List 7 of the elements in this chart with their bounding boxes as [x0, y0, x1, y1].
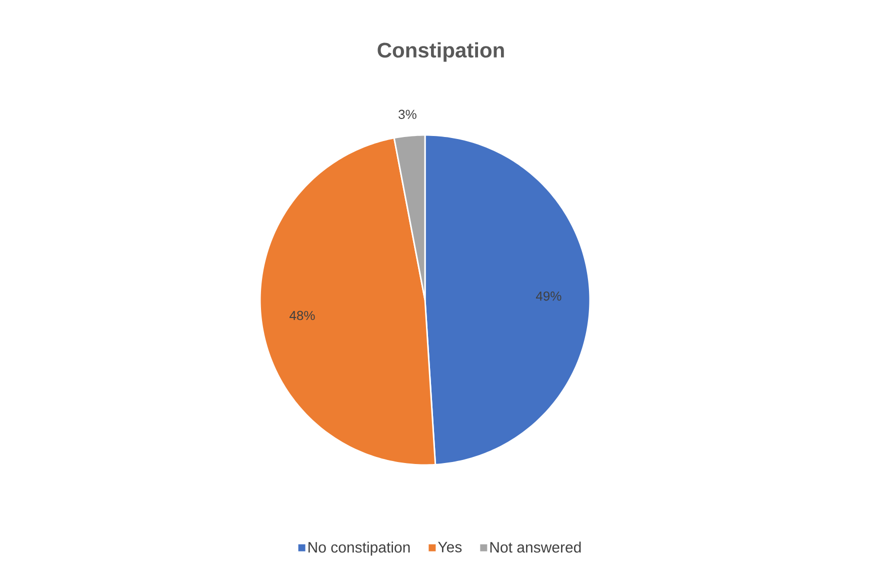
- data-label: 49%: [536, 291, 562, 301]
- chart-title: Constipation: [378, 42, 504, 62]
- legend-label: Not answered: [490, 542, 581, 553]
- legend-label: Yes: [438, 542, 462, 552]
- data-label: 3%: [398, 110, 416, 119]
- legend-label: No constipation: [308, 542, 410, 556]
- data-label: 48%: [290, 310, 315, 320]
